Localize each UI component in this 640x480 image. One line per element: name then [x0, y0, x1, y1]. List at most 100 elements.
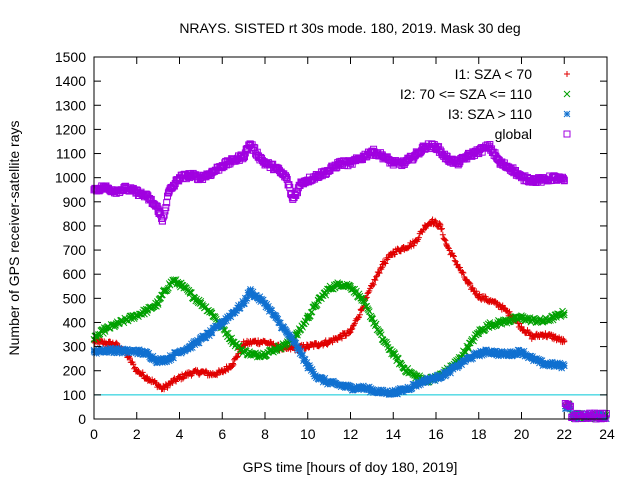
data-point: [112, 321, 119, 329]
data-point: [496, 350, 504, 358]
data-point: [480, 351, 488, 358]
data-point: [486, 348, 493, 355]
data-point: [375, 269, 382, 276]
data-point: [321, 374, 329, 382]
data-point: [336, 381, 344, 389]
data-point: [234, 353, 241, 360]
data-point: [187, 370, 194, 377]
legend-marker: [563, 90, 571, 98]
data-point: [363, 294, 370, 301]
data-point: [233, 307, 241, 314]
data-point: [154, 357, 162, 365]
y-tick-label: 500: [63, 290, 87, 306]
data-point: [207, 308, 215, 315]
data-point: [155, 382, 162, 389]
x-tick-label: 2: [133, 426, 141, 442]
data-point: [465, 280, 472, 287]
data-point: [368, 386, 376, 394]
data-point: [410, 242, 417, 249]
data-point: [176, 374, 183, 381]
data-point: [315, 341, 322, 348]
data-point: [450, 253, 457, 260]
data-point: [293, 189, 301, 197]
data-point: [368, 147, 376, 155]
data-point: [400, 244, 407, 251]
data-point: [376, 270, 383, 277]
data-point: [539, 331, 546, 338]
data-point: [428, 218, 435, 225]
data-point: [411, 239, 418, 246]
x-tick-label: 6: [218, 426, 226, 442]
data-point: [355, 290, 363, 298]
x-tick-label: 22: [556, 426, 572, 442]
data-point: [559, 175, 567, 183]
data-point: [556, 359, 564, 367]
data-point: [560, 176, 568, 184]
data-point: [369, 280, 376, 287]
x-tick-label: 14: [385, 426, 401, 442]
data-point: [169, 276, 177, 284]
data-point: [208, 328, 215, 336]
data-point: [518, 348, 525, 355]
data-point: [473, 288, 480, 295]
data-point: [518, 324, 525, 331]
legend: I1: SZA < 70 I2: 70 <= SZA <= 110 I3: SZA …: [400, 66, 571, 142]
data-point: [133, 367, 140, 374]
data-point: [186, 290, 194, 297]
data-point: [432, 374, 440, 382]
data-point: [286, 183, 294, 191]
data-point: [436, 220, 443, 227]
chart-title: NRAYS. SISTED rt 30s mode. 180, 2019. Ma…: [179, 20, 520, 36]
data-point: [383, 338, 390, 346]
data-point: [347, 384, 354, 391]
data-point: [246, 287, 254, 295]
data-point: [262, 338, 268, 345]
data-point: [154, 299, 162, 307]
data-point: [326, 338, 333, 345]
legend-label: global: [495, 126, 532, 142]
data-point: [176, 174, 183, 182]
data-point: [363, 302, 371, 310]
data-point: [560, 309, 568, 317]
data-point: [227, 313, 235, 321]
data-point: [601, 414, 609, 422]
data-point: [451, 257, 458, 264]
data-point: [261, 350, 269, 358]
data-point: [478, 352, 486, 359]
data-point: [283, 340, 290, 347]
data-point: [208, 309, 215, 317]
data-point: [421, 377, 429, 384]
data-point: [277, 319, 284, 327]
data-point: [286, 331, 294, 338]
data-point: [325, 379, 333, 387]
data-point: [518, 312, 525, 319]
data-point: [415, 381, 423, 389]
data-point: [299, 351, 306, 359]
data-point: [165, 355, 173, 363]
data-point: [507, 164, 515, 172]
data-point: [101, 326, 109, 334]
data-point: [469, 285, 476, 292]
data-point: [354, 386, 362, 393]
data-point: [261, 159, 269, 167]
data-point: [336, 280, 344, 288]
data-point: [501, 304, 508, 311]
data-point: [535, 355, 542, 363]
data-point: [460, 269, 467, 276]
data-point: [215, 323, 223, 330]
data-point: [186, 171, 194, 179]
data-point: [464, 355, 472, 363]
data-point: [357, 154, 365, 162]
data-point: [348, 326, 355, 333]
data-point: [459, 269, 466, 276]
data-point: [518, 174, 525, 182]
data-point: [101, 346, 109, 354]
x-tick-label: 4: [176, 426, 184, 442]
data-point: [422, 222, 429, 229]
data-point: [122, 348, 130, 355]
data-point: [464, 343, 472, 350]
data-point: [441, 236, 448, 243]
data-point: [133, 348, 141, 355]
data-point: [111, 187, 119, 195]
data-point: [465, 345, 472, 352]
